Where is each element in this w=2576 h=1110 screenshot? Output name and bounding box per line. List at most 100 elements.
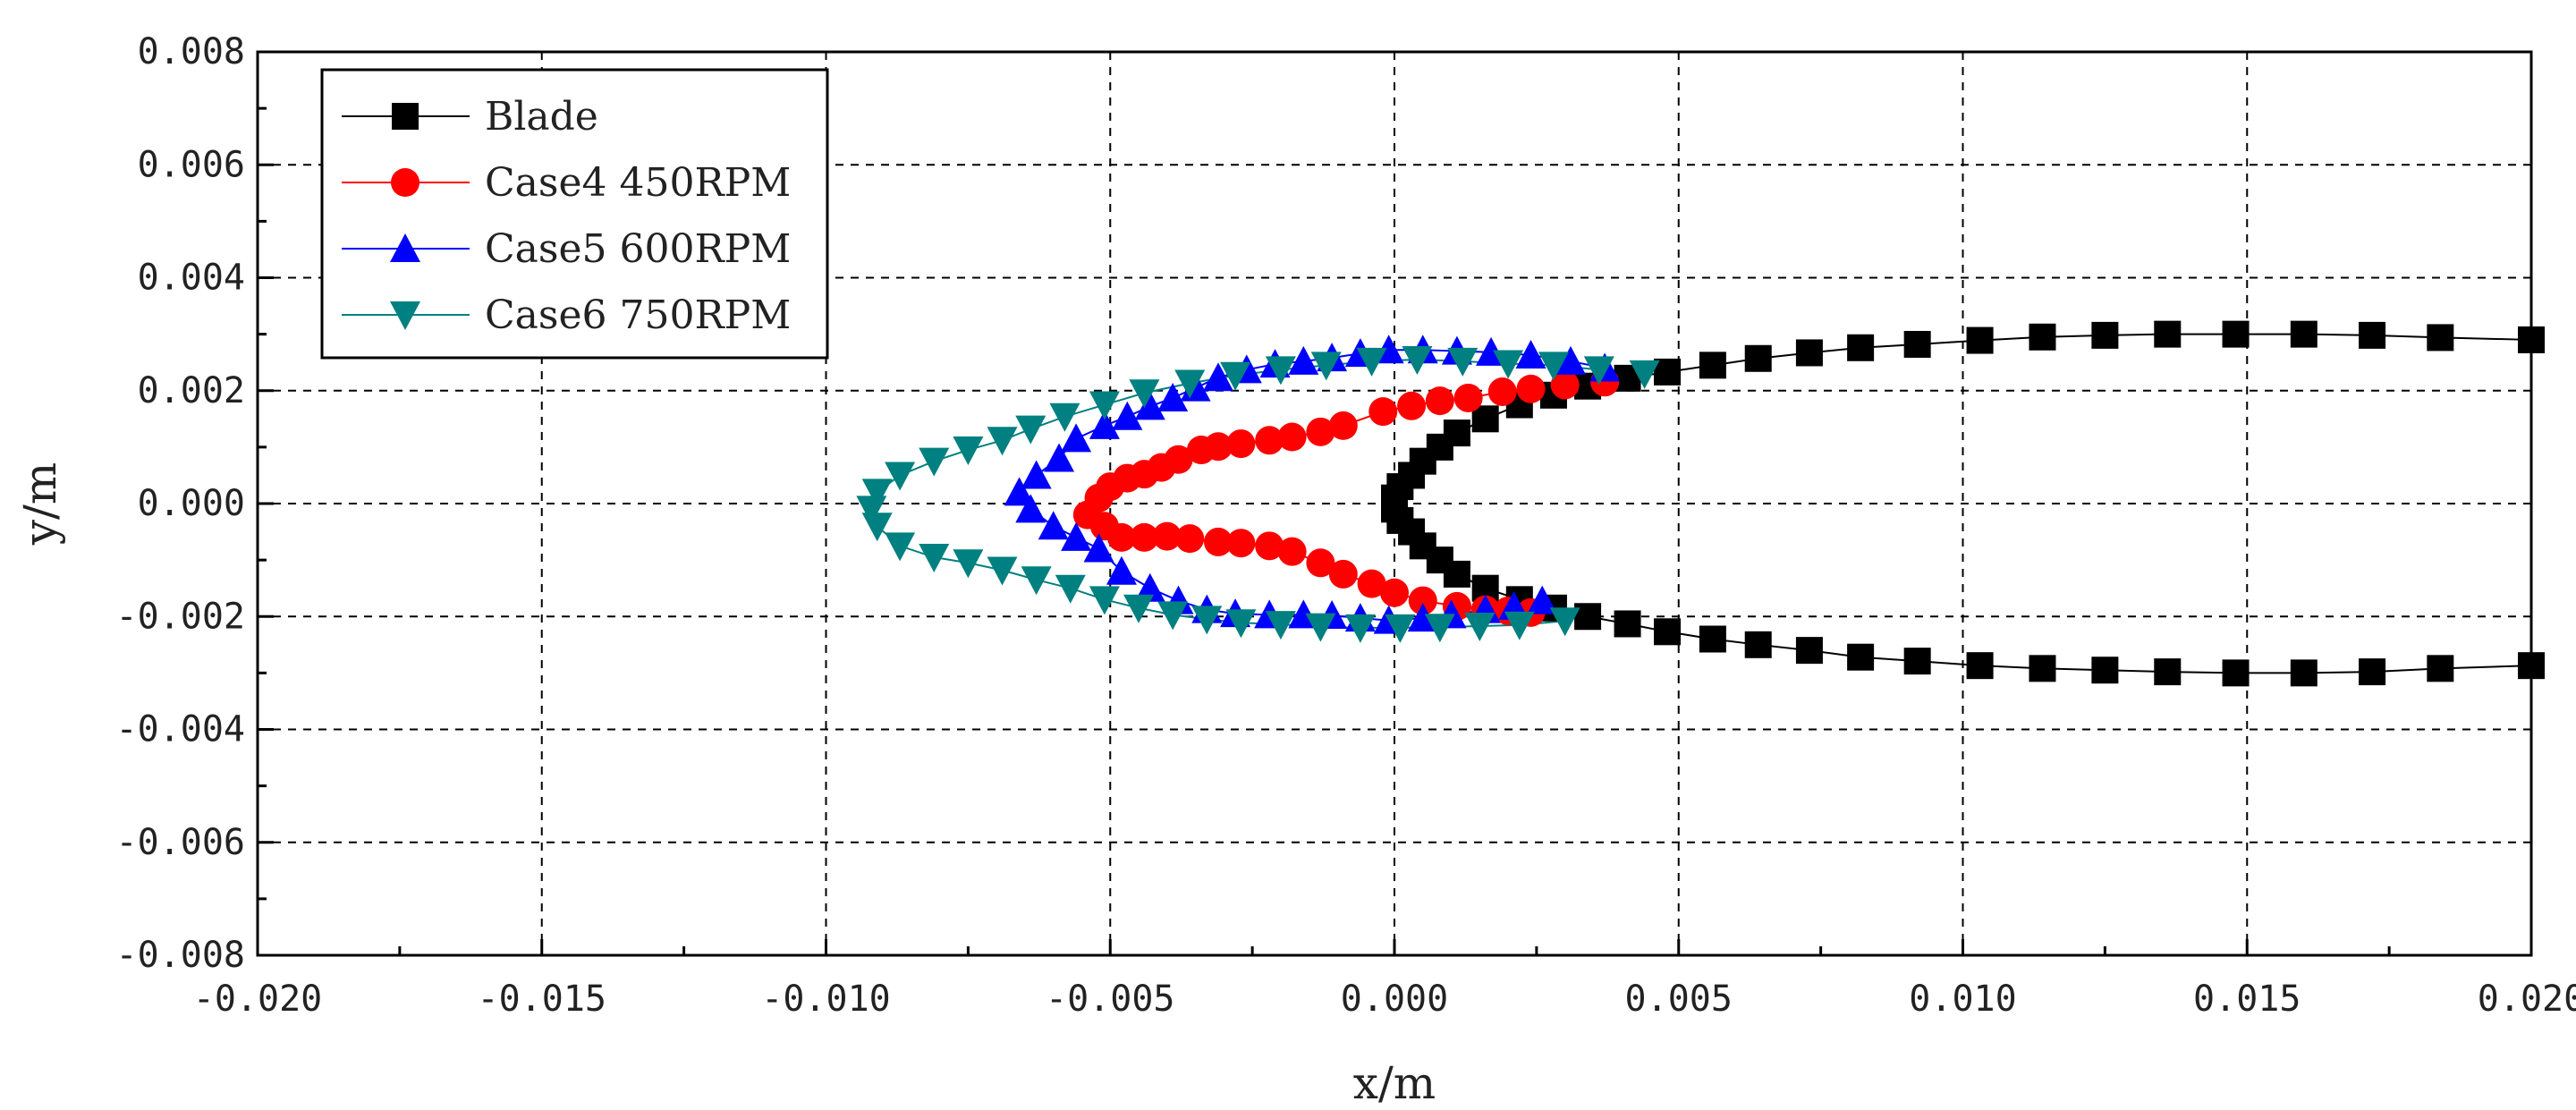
data-point [1654, 358, 1682, 386]
legend: Blade Case4 450RPM Case5 600RPM Case6 750RP… [320, 68, 829, 360]
x-tick-label: -0.015 [478, 979, 607, 1020]
data-point [1356, 347, 1387, 377]
data-point [1795, 339, 1823, 367]
data-point [1795, 637, 1823, 665]
data-point [2290, 659, 2318, 687]
data-point [1424, 614, 1455, 643]
data-point [1191, 606, 1223, 635]
y-axis-title: y/m [14, 462, 66, 547]
data-point [1357, 569, 1386, 598]
series-markers [856, 320, 2545, 687]
y-tick-label: -0.006 [116, 822, 246, 863]
data-point [1220, 361, 1251, 391]
data-point [1061, 423, 1092, 453]
data-point [1112, 401, 1143, 430]
data-point [2222, 659, 2250, 687]
data-point [1629, 360, 1660, 389]
data-point [1402, 346, 1433, 376]
data-point [1471, 405, 1499, 433]
data-point [2091, 657, 2119, 684]
data-point [1368, 397, 1398, 427]
data-point [1397, 391, 1427, 420]
data-point [1265, 356, 1296, 386]
data-point [1106, 522, 1136, 552]
data-point [1744, 631, 1772, 658]
data-point [1527, 585, 1558, 614]
y-tick-label: 0.006 [138, 144, 245, 185]
data-point [1443, 560, 1470, 588]
data-point [1699, 625, 1726, 653]
series-1-markers [1072, 368, 1620, 627]
legend-marker [390, 233, 420, 262]
data-point [1453, 383, 1483, 412]
data-point [2427, 655, 2454, 682]
legend-marker [392, 103, 419, 130]
legend-label: Blade [485, 94, 598, 140]
data-point [1157, 601, 1189, 631]
legend-label: Case6 750RPM [485, 292, 791, 338]
data-point [1903, 648, 1931, 675]
data-point [1504, 611, 1535, 640]
data-point [1744, 344, 1772, 372]
data-point [1202, 362, 1233, 392]
data-point [885, 532, 916, 562]
data-point [1310, 352, 1342, 381]
data-point [861, 513, 893, 542]
data-point [2091, 321, 2119, 349]
data-point [1344, 614, 1376, 643]
x-tick-label: 0.020 [2478, 979, 2576, 1020]
data-point [1015, 494, 1046, 523]
data-point [1516, 374, 1546, 403]
data-point [1306, 417, 1335, 446]
y-tick-label: -0.004 [116, 709, 246, 750]
data-point [987, 556, 1018, 586]
data-point [953, 436, 984, 466]
data-point [1305, 613, 1336, 642]
data-point [1089, 410, 1120, 439]
data-point [1699, 352, 1726, 379]
data-point [1277, 422, 1307, 452]
data-point [1903, 330, 1931, 358]
y-tick-label: 0.000 [138, 483, 245, 524]
y-tick-label: -0.002 [116, 596, 246, 637]
series-0-markers [1381, 320, 2545, 687]
y-tick-label: 0.004 [138, 258, 245, 299]
grid-lines [258, 52, 2531, 955]
legend-label: Case5 600RPM [485, 226, 791, 272]
data-point [1847, 334, 1875, 361]
data-point [1306, 548, 1335, 578]
data-point [1487, 377, 1517, 407]
x-tick-label: -0.005 [1046, 979, 1175, 1020]
data-point [1083, 533, 1114, 563]
data-point [1225, 609, 1257, 639]
data-point [1493, 350, 1524, 379]
data-point [1061, 521, 1092, 551]
data-point [1288, 345, 1319, 375]
data-point [1966, 652, 1994, 680]
data-point [1055, 574, 1086, 604]
data-point [1021, 460, 1052, 489]
data-point [1015, 415, 1046, 445]
data-point [1226, 429, 1256, 459]
data-point [1255, 531, 1284, 561]
data-point [1089, 391, 1120, 420]
data-point [919, 543, 950, 572]
data-point [987, 427, 1018, 456]
data-point [1129, 379, 1160, 409]
data-point [1049, 402, 1080, 432]
data-point [1408, 586, 1437, 615]
legend-label: Case4 450RPM [485, 160, 791, 206]
series-3-markers [856, 346, 1660, 643]
x-tick-label: 0.005 [1625, 979, 1733, 1020]
data-point [1328, 559, 1358, 589]
x-tick-label: 0.000 [1341, 979, 1448, 1020]
data-point [2029, 323, 2056, 351]
data-point [1004, 477, 1035, 506]
data-point [1123, 594, 1155, 623]
data-point [1654, 618, 1682, 646]
data-point [1538, 352, 1569, 381]
x-tick-label: 0.015 [2193, 979, 2301, 1020]
data-point [1134, 391, 1165, 420]
data-point [1464, 612, 1496, 641]
